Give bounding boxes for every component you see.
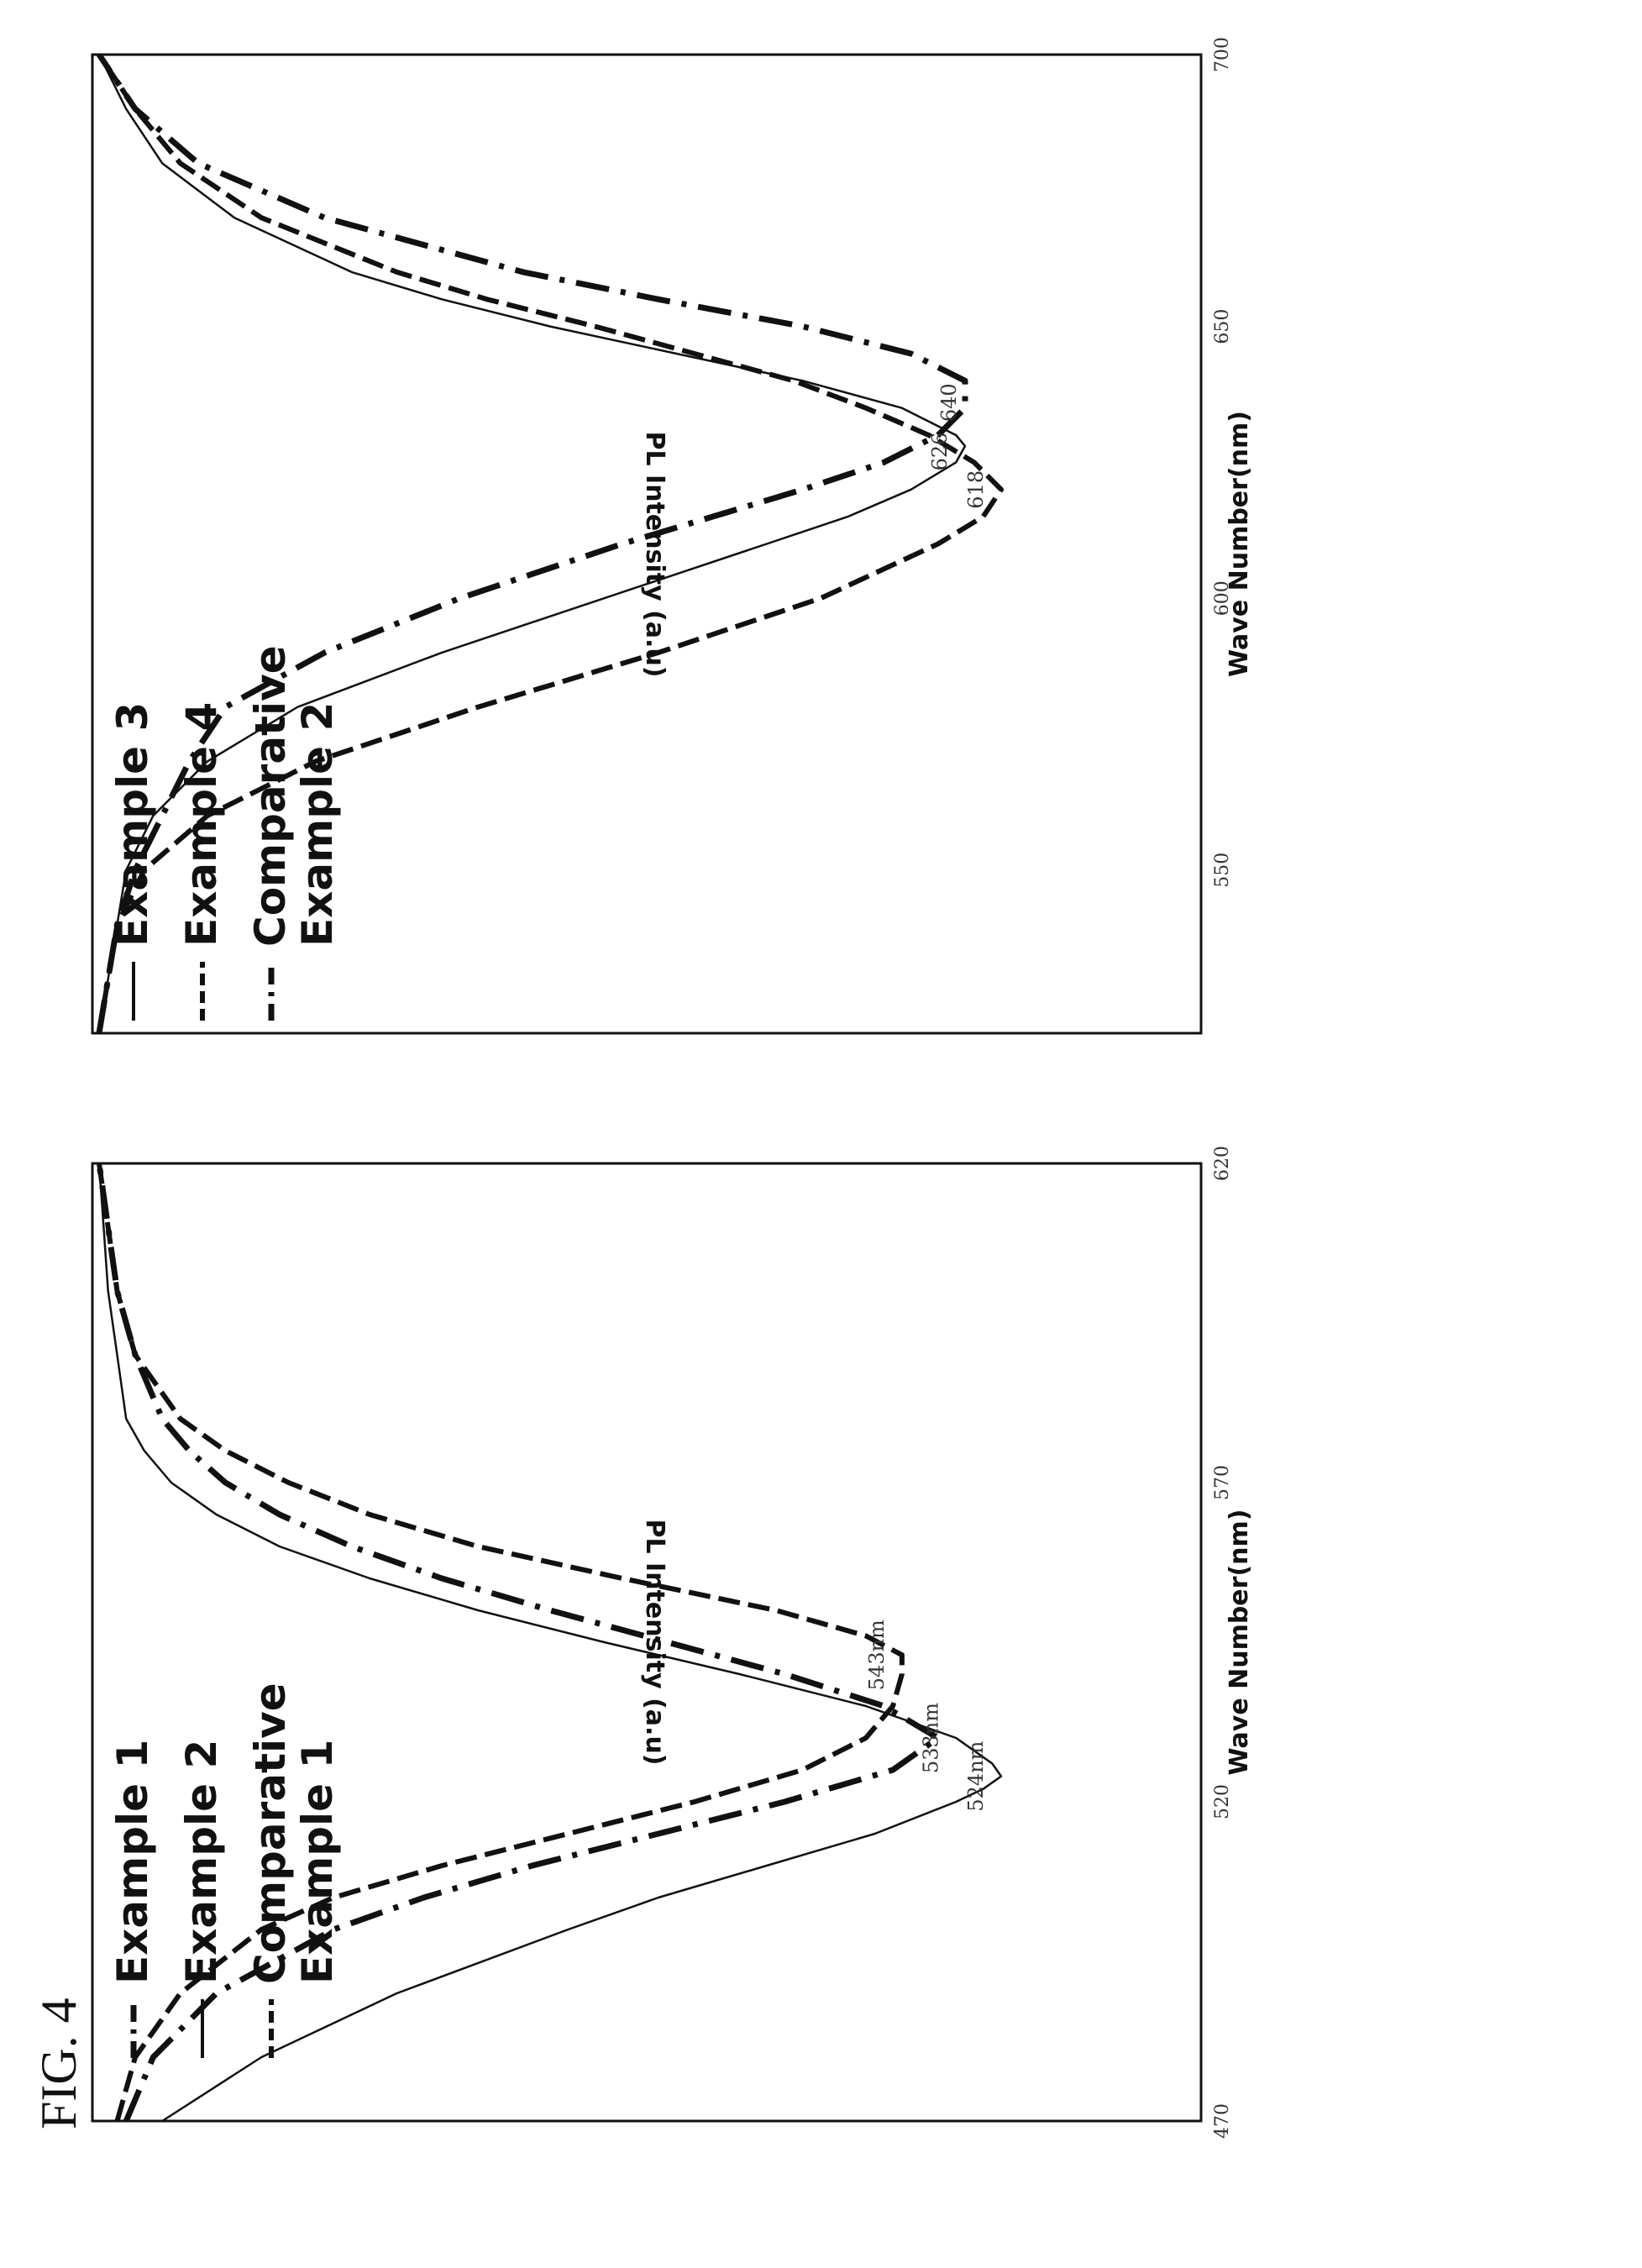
chart-1-x-tick-label: 520 [1212, 1784, 1233, 1819]
chart-2-plot-area: 550 600 650 700 Wave Number(nm) PL Intensity … [96, 37, 1254, 1034]
chart-1-plot-area: 470 520 570 620 Wave Number(nm) PL Intensity … [96, 1146, 1254, 2139]
chart-1-legend-label: Example 1 [108, 1740, 157, 1984]
chart-1-x-tick-label: 620 [1212, 1146, 1233, 1181]
chart-1-peak-label: 543nm [865, 1620, 889, 1690]
chart-1-legend-label: Comparative [246, 1683, 295, 1984]
chart-2-peak-label: 640 [937, 383, 961, 422]
chart-2-x-tick-label: 650 [1212, 309, 1233, 344]
chart-2-legend-label: Example 4 [177, 702, 226, 947]
chart-1-y-axis-label: PL Intensity (a.u) [640, 1519, 669, 1765]
chart-2-series-example-3 [97, 54, 967, 1034]
chart-2-y-axis-label: PL Intensity (a.u) [640, 431, 669, 677]
chart-1-peak-label: 524nm [964, 1740, 988, 1811]
figure-label: FIG. 4 [31, 1998, 87, 2129]
chart-2-x-axis-label: Wave Number(nm) [1225, 411, 1254, 677]
chart-2-legend-label: Example 2 [293, 702, 342, 947]
chart-2-x-tick-label: 700 [1212, 37, 1233, 72]
chart-1-x-axis-label: Wave Number(nm) [1225, 1509, 1254, 1776]
chart-1-frame [91, 1162, 1203, 2123]
chart-2: 550 600 650 700 Wave Number(nm) PL Intensity … [91, 37, 1254, 1035]
chart-2-peak-label: 626 [928, 433, 952, 471]
chart-2-legend-label: Example 3 [108, 702, 157, 947]
chart-1-legend-label: Example 2 [177, 1740, 226, 1984]
chart-2-legend-label: Comparative [246, 645, 295, 947]
chart-2-x-tick-label: 550 [1212, 853, 1233, 888]
chart-2-x-tick-label: 600 [1212, 580, 1233, 616]
chart-1-x-tick-label: 470 [1212, 2103, 1233, 2139]
chart-2-series-example-4 [97, 53, 1004, 1034]
chart-2-peak-label: 618 [964, 470, 988, 509]
chart-1-peak-label: 533nm [919, 1703, 942, 1773]
chart-2-frame [91, 53, 1203, 1035]
chart-1-series-comparative-example-1 [97, 1163, 905, 2122]
chart-1-series-example-2 [97, 1163, 1003, 2123]
chart-1-x-tick-label: 570 [1212, 1465, 1233, 1500]
chart-1-legend-label: Example 1 [293, 1740, 342, 1984]
chart-1: 470 520 570 620 Wave Number(nm) PL Intensity … [91, 1146, 1254, 2139]
chart-2-series-comparative-example-2 [96, 53, 968, 1034]
